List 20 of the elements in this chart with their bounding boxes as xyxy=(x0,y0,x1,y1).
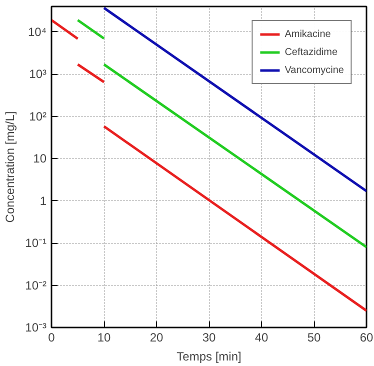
y-axis-title: Concentration [mg/L] xyxy=(3,111,18,223)
x-tick-label: 30 xyxy=(202,330,216,344)
y-tick-label: 10³ xyxy=(29,67,47,82)
y-tick-label: 10² xyxy=(29,109,47,124)
x-tick-label: 50 xyxy=(307,330,321,344)
y-tick-label: 10⁻² xyxy=(25,278,47,292)
x-tick-label: 10 xyxy=(97,330,111,344)
y-tick-label: 10⁻³ xyxy=(25,320,47,334)
legend-label: Amikacine xyxy=(284,28,331,40)
x-axis-title: Temps [min] xyxy=(176,350,242,364)
y-tick-label: 10⁻¹ xyxy=(25,236,47,250)
legend-label: Ceftazidime xyxy=(284,46,338,58)
x-tick-label: 60 xyxy=(360,330,374,344)
y-tick-label: 10⁴ xyxy=(28,24,47,39)
y-tick-label: 10 xyxy=(33,152,47,166)
x-tick-label: 40 xyxy=(254,330,268,344)
x-tick-label: 20 xyxy=(150,330,164,344)
legend-label: Vancomycine xyxy=(284,64,344,76)
y-tick-label: 1 xyxy=(40,194,47,208)
x-tick-label: 0 xyxy=(48,330,56,344)
